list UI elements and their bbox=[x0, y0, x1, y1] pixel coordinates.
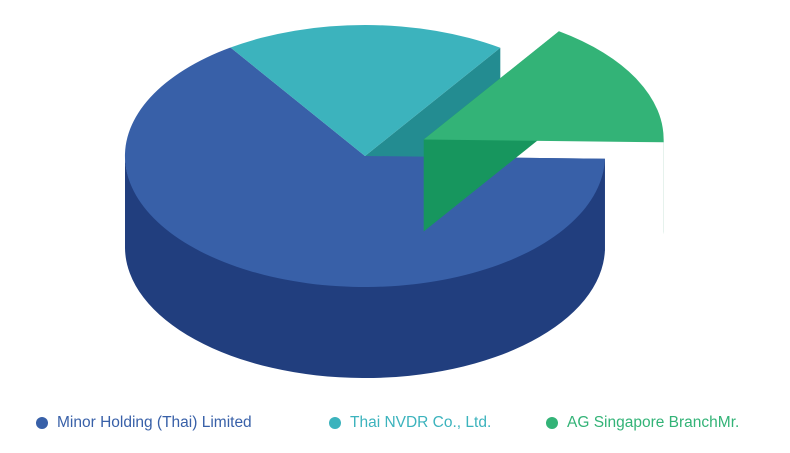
pie-slice-ag-singapore-branchmr bbox=[423, 31, 664, 143]
legend-label: Minor Holding (Thai) Limited bbox=[57, 414, 252, 431]
pie-side-minor-holding-thai-limited bbox=[125, 156, 605, 379]
legend-marker bbox=[36, 417, 48, 429]
legend-marker bbox=[546, 417, 558, 429]
pie-slice-thai-nvdr-co-ltd bbox=[230, 24, 501, 156]
pie-chart bbox=[124, 24, 664, 379]
legend-label: AG Singapore BranchMr. bbox=[567, 414, 740, 431]
legend-marker bbox=[329, 417, 341, 429]
chart-legend: Minor Holding (Thai) Limited Thai NVDR C… bbox=[0, 408, 790, 442]
legend-label: Thai NVDR Co., Ltd. bbox=[350, 414, 492, 431]
pie-slice-minor-holding-thai-limited bbox=[124, 47, 605, 288]
legend-item-minor-holding[interactable]: Minor Holding (Thai) Limited bbox=[36, 414, 252, 432]
legend-item-thai-nvdr[interactable]: Thai NVDR Co., Ltd. bbox=[329, 414, 491, 432]
legend-item-ag-singapore[interactable]: AG Singapore BranchMr. bbox=[546, 414, 739, 432]
